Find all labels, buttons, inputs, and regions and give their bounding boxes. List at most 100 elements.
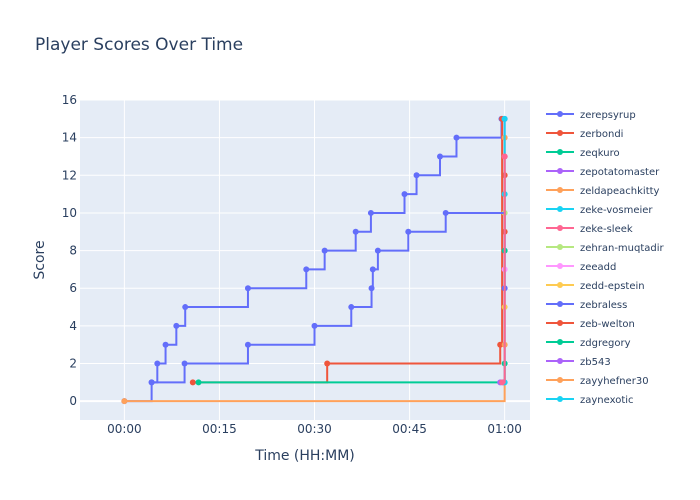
data-point [453, 134, 460, 141]
legend-item[interactable]: zeke-sleek [546, 224, 633, 235]
data-point [413, 172, 420, 179]
legend-label: zdgregory [580, 338, 631, 349]
data-point [348, 304, 355, 311]
legend-label: zaynexotic [580, 395, 634, 406]
data-point [497, 341, 504, 348]
x-tick-label: 00:00 [107, 422, 142, 436]
y-tick-label: 6 [69, 281, 77, 295]
legend-swatch-marker [557, 339, 563, 345]
legend-swatch-marker [557, 206, 563, 212]
legend-item[interactable]: zebraless [546, 300, 627, 311]
legend-item[interactable]: zayyhefner30 [546, 376, 649, 387]
legend-item[interactable]: zeke-vosmeier [546, 205, 653, 216]
data-point [189, 379, 196, 386]
series-zebraless [148, 209, 508, 386]
x-axis-ticks: 00:00 00:15 00:30 00:45 01:00 [107, 422, 522, 436]
legend-item[interactable]: zeldapeachkitty [546, 186, 660, 197]
data-point [181, 360, 188, 367]
legend-label: zeke-vosmeier [580, 205, 653, 216]
legend-swatch-marker [557, 282, 563, 288]
legend-swatch-marker [557, 168, 563, 174]
data-point [182, 304, 189, 311]
legend-swatch-marker [557, 263, 563, 269]
legend-item[interactable]: zedd-epstein [546, 281, 645, 292]
data-point [501, 115, 508, 122]
y-tick-label: 2 [69, 357, 77, 371]
legend-item[interactable]: zaynexotic [546, 395, 634, 406]
y-axis-ticks: 0 2 4 6 8 10 12 14 16 [62, 93, 77, 408]
data-point [162, 341, 169, 348]
legend-swatch-marker [557, 225, 563, 231]
y-tick-label: 0 [69, 394, 77, 408]
legend-label: zebraless [580, 300, 627, 311]
legend-label: zerbondi [580, 129, 623, 140]
legend-swatch-marker [557, 130, 563, 136]
y-tick-label: 4 [69, 319, 77, 333]
y-axis-title: Score [32, 240, 48, 279]
legend-swatch-marker [557, 320, 563, 326]
legend: zerepsyrup zerbondi zeqkuro zepotatomaster z… [546, 110, 665, 406]
legend-swatch-marker [557, 244, 563, 250]
plot-area [80, 100, 530, 420]
data-point [499, 379, 506, 386]
data-point [244, 285, 251, 292]
data-point [121, 398, 128, 405]
data-point [173, 322, 180, 329]
legend-label: zeldapeachkitty [580, 186, 660, 197]
legend-swatch-marker [557, 149, 563, 155]
y-tick-label: 10 [62, 206, 77, 220]
legend-label: zepotatomaster [580, 167, 660, 178]
data-point [367, 209, 374, 216]
y-tick-label: 8 [69, 244, 77, 258]
data-point [324, 360, 331, 367]
legend-swatch-marker [557, 377, 563, 383]
data-point [195, 379, 202, 386]
data-point [321, 247, 328, 254]
data-point [244, 341, 251, 348]
legend-swatch-marker [557, 358, 563, 364]
legend-item[interactable]: zeeadd [546, 262, 616, 273]
legend-label: zerepsyrup [580, 110, 636, 121]
data-point [368, 285, 375, 292]
x-tick-label: 00:45 [392, 422, 427, 436]
legend-swatch-marker [557, 396, 563, 402]
data-point [405, 228, 412, 235]
legend-item[interactable]: zehran-muqtadir [546, 243, 665, 254]
legend-label: zb543 [580, 357, 611, 368]
legend-item[interactable]: zeqkuro [546, 148, 620, 159]
legend-swatch-marker [557, 301, 563, 307]
legend-label: zayyhefner30 [580, 376, 649, 387]
legend-swatch-marker [557, 187, 563, 193]
legend-label: zeeadd [580, 262, 616, 273]
data-point [148, 379, 155, 386]
data-point [442, 209, 449, 216]
y-tick-label: 12 [62, 168, 77, 182]
data-point [501, 153, 508, 160]
legend-label: zedd-epstein [580, 281, 645, 292]
legend-label: zeke-sleek [580, 224, 633, 235]
legend-label: zeb-welton [580, 319, 635, 330]
data-point [369, 266, 376, 273]
data-point [437, 153, 443, 160]
data-point [352, 228, 359, 235]
legend-item[interactable]: zerepsyrup [546, 110, 636, 121]
legend-swatch-marker [557, 111, 563, 117]
series-line [124, 118, 503, 403]
x-tick-label: 00:15 [202, 422, 237, 436]
data-point [303, 266, 310, 273]
legend-item[interactable]: zerbondi [546, 129, 623, 140]
data-point [374, 247, 381, 254]
series-layer [121, 115, 508, 405]
data-point [311, 322, 318, 329]
x-tick-label: 01:00 [487, 422, 522, 436]
legend-item[interactable]: zdgregory [546, 338, 631, 349]
chart-title: Player Scores Over Time [35, 35, 243, 55]
legend-item[interactable]: zepotatomaster [546, 167, 660, 178]
y-tick-label: 16 [62, 93, 77, 107]
legend-item[interactable]: zeb-welton [546, 319, 635, 330]
y-tick-label: 14 [62, 131, 77, 145]
data-point [154, 360, 161, 367]
legend-item[interactable]: zb543 [546, 357, 611, 368]
